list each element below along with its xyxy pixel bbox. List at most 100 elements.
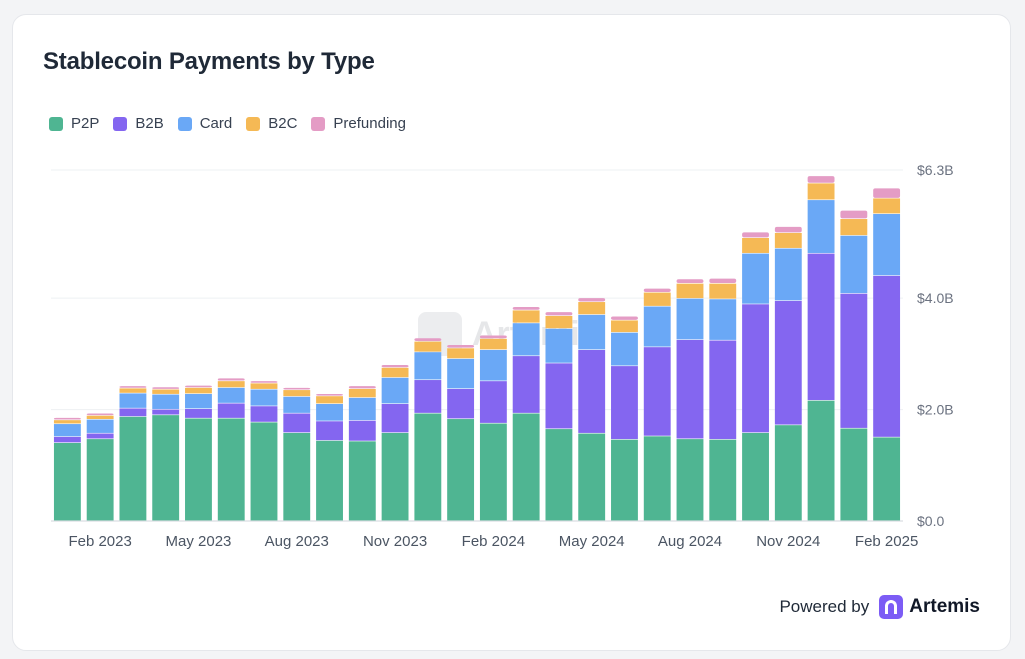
bar-card-16[interactable]: [578, 314, 606, 350]
bar-prefunding-10[interactable]: [381, 365, 409, 368]
bar-b2b-8[interactable]: [316, 421, 343, 441]
legend-item-prefunding[interactable]: Prefunding: [311, 115, 406, 132]
bar-b2c-1[interactable]: [86, 415, 114, 419]
bar-p2p-24[interactable]: [840, 428, 868, 521]
bar-card-8[interactable]: [316, 404, 343, 421]
bar-card-9[interactable]: [348, 397, 376, 421]
bar-prefunding-18[interactable]: [643, 288, 671, 292]
bar-b2b-4[interactable]: [185, 409, 212, 418]
bar-b2b-18[interactable]: [643, 347, 671, 436]
bar-p2p-17[interactable]: [611, 439, 638, 521]
legend-item-card[interactable]: Card: [177, 115, 232, 132]
bar-prefunding-22[interactable]: [774, 226, 802, 233]
bar-prefunding-19[interactable]: [676, 279, 704, 284]
bar-prefunding-16[interactable]: [578, 298, 606, 302]
bar-prefunding-15[interactable]: [545, 312, 573, 316]
bar-b2b-24[interactable]: [840, 293, 868, 428]
bar-card-17[interactable]: [611, 332, 638, 366]
bar-prefunding-9[interactable]: [348, 386, 376, 389]
bar-b2c-10[interactable]: [381, 367, 409, 378]
bar-card-24[interactable]: [840, 235, 868, 294]
bar-card-19[interactable]: [676, 298, 704, 340]
bar-p2p-11[interactable]: [414, 413, 442, 521]
bar-prefunding-5[interactable]: [217, 378, 245, 381]
bar-b2c-21[interactable]: [742, 237, 769, 253]
bar-b2b-21[interactable]: [742, 304, 769, 433]
bar-b2b-16[interactable]: [578, 349, 606, 433]
bar-p2p-8[interactable]: [316, 440, 343, 521]
bar-b2c-3[interactable]: [152, 389, 180, 394]
bar-p2p-23[interactable]: [807, 400, 835, 521]
bar-p2p-19[interactable]: [676, 439, 704, 521]
bar-b2b-7[interactable]: [283, 413, 311, 433]
bar-prefunding-7[interactable]: [283, 387, 311, 390]
bar-prefunding-14[interactable]: [512, 307, 540, 310]
bar-b2c-11[interactable]: [414, 341, 442, 352]
bar-p2p-21[interactable]: [742, 432, 769, 521]
bar-p2p-4[interactable]: [185, 418, 212, 521]
bar-prefunding-8[interactable]: [316, 393, 343, 396]
bar-b2c-9[interactable]: [348, 388, 376, 398]
bar-card-21[interactable]: [742, 253, 769, 304]
bar-prefunding-20[interactable]: [709, 278, 737, 284]
bar-b2b-9[interactable]: [348, 420, 376, 441]
bar-b2b-15[interactable]: [545, 363, 573, 429]
legend-item-b2b[interactable]: B2B: [113, 115, 164, 132]
bar-b2c-19[interactable]: [676, 283, 704, 299]
bar-prefunding-17[interactable]: [611, 316, 638, 320]
bar-p2p-9[interactable]: [348, 441, 376, 521]
bar-b2c-2[interactable]: [119, 388, 147, 393]
bar-prefunding-6[interactable]: [250, 381, 278, 383]
bar-card-15[interactable]: [545, 328, 573, 363]
bar-b2b-14[interactable]: [512, 356, 540, 413]
bar-card-3[interactable]: [152, 394, 180, 409]
bar-b2b-5[interactable]: [217, 403, 245, 418]
bar-card-4[interactable]: [185, 393, 212, 409]
bar-prefunding-13[interactable]: [479, 335, 507, 339]
bar-p2p-10[interactable]: [381, 432, 409, 521]
bar-b2b-23[interactable]: [807, 253, 835, 401]
bar-prefunding-12[interactable]: [447, 344, 475, 348]
bar-b2b-0[interactable]: [53, 436, 81, 443]
bar-p2p-16[interactable]: [578, 433, 606, 521]
bar-prefunding-23[interactable]: [807, 176, 835, 183]
bar-prefunding-2[interactable]: [119, 386, 147, 388]
bar-p2p-12[interactable]: [447, 419, 475, 521]
bar-b2b-1[interactable]: [86, 433, 114, 439]
bar-b2b-3[interactable]: [152, 409, 180, 415]
bar-card-22[interactable]: [774, 248, 802, 301]
bar-p2p-20[interactable]: [709, 439, 737, 521]
bar-p2p-0[interactable]: [53, 443, 81, 521]
bar-p2p-15[interactable]: [545, 429, 573, 521]
bar-p2p-13[interactable]: [479, 423, 507, 521]
bar-p2p-2[interactable]: [119, 416, 147, 521]
bar-prefunding-11[interactable]: [414, 338, 442, 341]
bar-card-1[interactable]: [86, 419, 114, 433]
bar-prefunding-3[interactable]: [152, 387, 180, 389]
bar-b2b-12[interactable]: [447, 388, 475, 419]
bar-b2c-13[interactable]: [479, 338, 507, 350]
bar-b2b-20[interactable]: [709, 340, 737, 440]
bar-b2c-0[interactable]: [53, 420, 81, 424]
bar-p2p-5[interactable]: [217, 418, 245, 521]
bar-p2p-14[interactable]: [512, 413, 540, 521]
bar-p2p-1[interactable]: [86, 439, 114, 521]
bar-b2c-4[interactable]: [185, 387, 212, 394]
bar-card-20[interactable]: [709, 299, 737, 340]
bar-b2b-25[interactable]: [873, 275, 901, 437]
bar-prefunding-25[interactable]: [873, 188, 901, 198]
bar-b2c-22[interactable]: [774, 232, 802, 248]
bar-card-13[interactable]: [479, 349, 507, 381]
bar-prefunding-0[interactable]: [53, 417, 81, 420]
bar-p2p-6[interactable]: [250, 422, 278, 521]
bar-b2c-20[interactable]: [709, 283, 737, 299]
bar-b2c-12[interactable]: [447, 348, 475, 359]
bar-prefunding-1[interactable]: [86, 413, 114, 416]
artemis-brand-link[interactable]: Artemis: [879, 595, 980, 619]
bar-b2c-23[interactable]: [807, 183, 835, 200]
bar-prefunding-24[interactable]: [840, 210, 868, 219]
bar-b2c-25[interactable]: [873, 198, 901, 214]
bar-card-25[interactable]: [873, 214, 901, 276]
bar-b2b-17[interactable]: [611, 366, 638, 440]
bar-card-2[interactable]: [119, 393, 147, 408]
